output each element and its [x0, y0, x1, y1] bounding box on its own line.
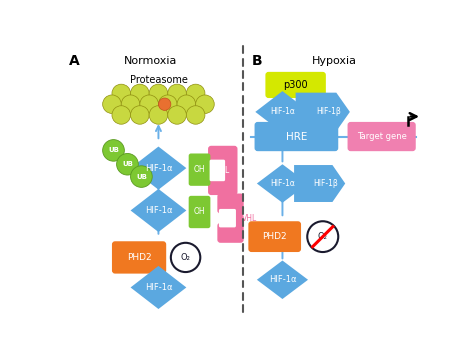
FancyBboxPatch shape [255, 122, 338, 151]
FancyBboxPatch shape [218, 223, 244, 243]
Circle shape [130, 166, 152, 187]
Circle shape [158, 95, 177, 114]
Polygon shape [130, 189, 186, 232]
FancyBboxPatch shape [219, 209, 236, 228]
Circle shape [103, 95, 121, 114]
Text: HIF-1α: HIF-1α [270, 179, 295, 188]
Text: UB: UB [122, 161, 133, 167]
Text: Hypoxia: Hypoxia [312, 56, 357, 66]
Circle shape [168, 106, 186, 124]
Text: UB: UB [108, 147, 119, 153]
Text: p300: p300 [283, 80, 308, 90]
Polygon shape [255, 91, 310, 133]
Text: OH: OH [194, 165, 205, 174]
Text: VHL: VHL [215, 166, 230, 175]
Polygon shape [130, 147, 186, 190]
Circle shape [140, 95, 158, 114]
Polygon shape [296, 93, 350, 131]
Circle shape [149, 84, 168, 103]
Circle shape [186, 106, 205, 124]
Text: Target gene: Target gene [357, 132, 407, 141]
Polygon shape [257, 164, 308, 203]
FancyBboxPatch shape [265, 72, 326, 98]
Text: HIF-1α: HIF-1α [270, 108, 295, 116]
Circle shape [168, 84, 186, 103]
FancyBboxPatch shape [189, 196, 210, 228]
Text: HIF-1β: HIF-1β [313, 179, 338, 188]
FancyBboxPatch shape [248, 221, 301, 252]
Text: O₂: O₂ [181, 253, 191, 262]
Text: PHD2: PHD2 [127, 253, 151, 262]
Text: HIF-1α: HIF-1α [145, 283, 172, 292]
Circle shape [112, 106, 130, 124]
Text: HIF-1β: HIF-1β [317, 108, 341, 116]
Text: VHL: VHL [242, 214, 257, 223]
Circle shape [130, 84, 149, 103]
FancyBboxPatch shape [347, 122, 416, 151]
Circle shape [177, 95, 196, 114]
Text: PHD2: PHD2 [263, 232, 287, 241]
Text: Normoxia: Normoxia [124, 56, 177, 66]
Text: Proteasome: Proteasome [129, 75, 187, 84]
FancyBboxPatch shape [218, 193, 244, 214]
Circle shape [103, 140, 124, 161]
Circle shape [130, 106, 149, 124]
Circle shape [149, 106, 168, 124]
Circle shape [186, 84, 205, 103]
Circle shape [307, 221, 338, 252]
Circle shape [171, 243, 201, 272]
FancyBboxPatch shape [210, 160, 225, 181]
FancyBboxPatch shape [232, 194, 243, 242]
FancyBboxPatch shape [189, 153, 210, 186]
Text: OH: OH [194, 208, 205, 217]
Text: B: B [251, 54, 262, 68]
FancyBboxPatch shape [208, 146, 237, 195]
Circle shape [112, 84, 130, 103]
Circle shape [117, 153, 138, 175]
Circle shape [158, 98, 171, 110]
Text: HIF-1α: HIF-1α [145, 206, 172, 215]
Text: HRE: HRE [286, 132, 307, 142]
Text: HIF-1α: HIF-1α [145, 164, 172, 173]
Text: UB: UB [136, 174, 147, 180]
Circle shape [196, 95, 214, 114]
Text: A: A [69, 54, 79, 68]
Text: HIF-1α: HIF-1α [269, 275, 296, 284]
Polygon shape [130, 266, 186, 309]
Polygon shape [294, 165, 345, 202]
Text: O₂: O₂ [318, 232, 328, 241]
Polygon shape [257, 261, 308, 299]
FancyBboxPatch shape [112, 241, 166, 274]
Circle shape [121, 95, 140, 114]
